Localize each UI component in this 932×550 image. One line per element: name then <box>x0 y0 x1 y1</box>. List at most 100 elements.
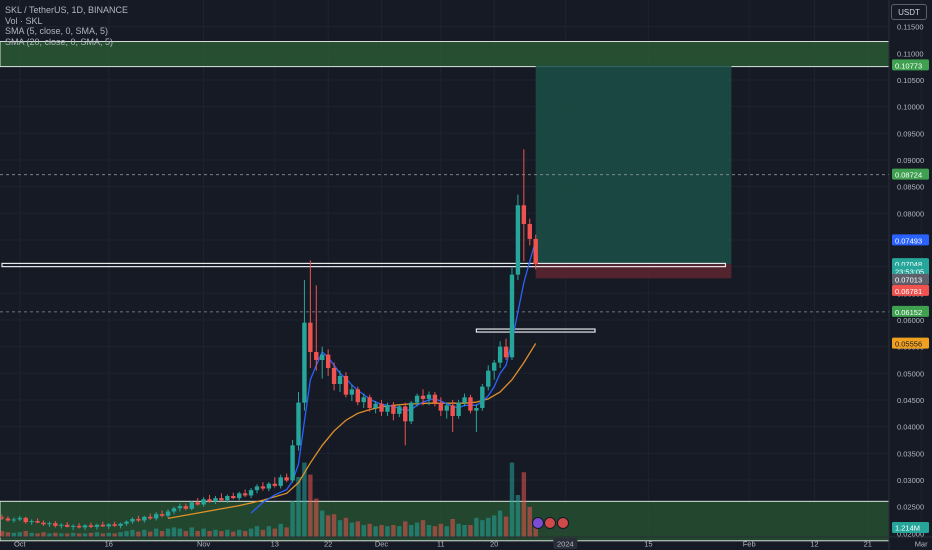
candle-body[interactable] <box>474 407 479 411</box>
candle-body[interactable] <box>491 362 497 371</box>
candle-body[interactable] <box>254 486 260 491</box>
lightning-icon[interactable] <box>532 517 544 529</box>
sma5-line[interactable] <box>250 240 537 514</box>
candle-body[interactable] <box>148 516 153 519</box>
candle-body[interactable] <box>385 405 390 412</box>
candle-body[interactable] <box>379 403 384 412</box>
candle-body[interactable] <box>331 367 337 384</box>
candle-body[interactable] <box>11 519 17 521</box>
candle-body[interactable] <box>414 395 420 403</box>
candle-body[interactable] <box>65 524 70 527</box>
resistance-box-lower[interactable] <box>475 328 596 333</box>
candle-body[interactable] <box>94 524 100 527</box>
candle-body[interactable] <box>444 405 449 411</box>
candle-body[interactable] <box>70 525 76 527</box>
candle-body[interactable] <box>296 402 301 446</box>
candle-body[interactable] <box>112 524 117 526</box>
candle-body[interactable] <box>426 394 432 399</box>
candle-body[interactable] <box>397 406 402 414</box>
symbol-title[interactable]: SKL / TetherUS, 1D, BINANCE <box>5 5 129 15</box>
candle-body[interactable] <box>266 483 272 489</box>
candle-body[interactable] <box>337 375 343 384</box>
candle-body[interactable] <box>183 506 189 509</box>
candle-body[interactable] <box>349 389 355 395</box>
candle-body[interactable] <box>189 502 194 509</box>
candle-body[interactable] <box>272 483 277 486</box>
candle-body[interactable] <box>29 521 34 523</box>
candle-body[interactable] <box>41 522 46 525</box>
indicator-volume[interactable]: Vol · SKL <box>5 15 43 26</box>
candle-body[interactable] <box>213 498 218 502</box>
candle-body[interactable] <box>219 498 224 501</box>
candle-body[interactable] <box>533 238 538 264</box>
candle-body[interactable] <box>159 514 165 516</box>
candle-body[interactable] <box>177 506 183 509</box>
currency-button[interactable]: USDT <box>891 4 927 20</box>
candle-body[interactable] <box>361 397 366 403</box>
candle-body[interactable] <box>201 499 206 505</box>
candle-body[interactable] <box>503 346 509 358</box>
candle-body[interactable] <box>165 511 171 516</box>
candle-body[interactable] <box>391 405 396 414</box>
candle-body[interactable] <box>237 493 242 499</box>
candle-body[interactable] <box>320 354 325 360</box>
candle-body[interactable] <box>0 517 5 519</box>
candle-body[interactable] <box>106 524 111 527</box>
resistance-box-upper[interactable] <box>1 262 727 268</box>
candle-body[interactable] <box>515 205 521 275</box>
position-stop-area[interactable] <box>535 264 732 279</box>
candle-body[interactable] <box>5 518 11 521</box>
candle-body[interactable] <box>59 524 64 526</box>
candle-body[interactable] <box>480 386 485 408</box>
candle-body[interactable] <box>53 523 58 526</box>
candle-body[interactable] <box>367 397 372 408</box>
indicator-sma20[interactable]: SMA (20, close, 0, SMA, 5) <box>5 36 114 47</box>
candle-body[interactable] <box>207 499 212 502</box>
candle-body[interactable] <box>76 525 82 528</box>
candle-body[interactable] <box>302 322 307 403</box>
candle-body[interactable] <box>88 525 94 527</box>
flag-icon[interactable] <box>544 517 556 529</box>
candle-body[interactable] <box>462 397 467 403</box>
candle-body[interactable] <box>509 274 515 358</box>
candle-body[interactable] <box>124 521 129 524</box>
candle-body[interactable] <box>456 402 461 416</box>
candle-body[interactable] <box>195 502 200 505</box>
candle-body[interactable] <box>521 205 527 224</box>
candle-body[interactable] <box>225 495 230 501</box>
candle-body[interactable] <box>450 405 455 416</box>
candle-body[interactable] <box>403 406 408 422</box>
candle-body[interactable] <box>325 354 331 368</box>
candle-body[interactable] <box>231 495 236 499</box>
candle-body[interactable] <box>260 486 266 489</box>
candle-body[interactable] <box>314 351 319 360</box>
candle-body[interactable] <box>284 477 289 481</box>
candle-body[interactable] <box>290 445 295 481</box>
candle-body[interactable] <box>432 394 438 403</box>
candle-body[interactable] <box>278 477 283 486</box>
candle-body[interactable] <box>82 525 88 528</box>
candle-body[interactable] <box>242 493 248 496</box>
candle-body[interactable] <box>527 223 532 239</box>
candle-body[interactable] <box>468 397 473 411</box>
candle-body[interactable] <box>373 403 378 408</box>
supply-zone[interactable] <box>0 41 890 68</box>
candle-body[interactable] <box>497 346 503 363</box>
candle-body[interactable] <box>118 523 123 526</box>
candle-body[interactable] <box>420 395 426 399</box>
candle-body[interactable] <box>486 370 491 387</box>
candle-body[interactable] <box>171 508 177 512</box>
position-target-area[interactable] <box>535 65 732 265</box>
candle-body[interactable] <box>100 524 106 527</box>
candle-body[interactable] <box>408 402 414 422</box>
candle-body[interactable] <box>130 518 135 522</box>
candle-body[interactable] <box>248 490 254 496</box>
candle-body[interactable] <box>35 521 40 523</box>
candle-body[interactable] <box>47 523 52 525</box>
flag-icon[interactable] <box>557 517 569 529</box>
indicator-sma5[interactable]: SMA (5, close, 0, SMA, 5) <box>5 26 109 36</box>
candle-body[interactable] <box>136 518 141 521</box>
candle-body[interactable] <box>355 389 360 403</box>
